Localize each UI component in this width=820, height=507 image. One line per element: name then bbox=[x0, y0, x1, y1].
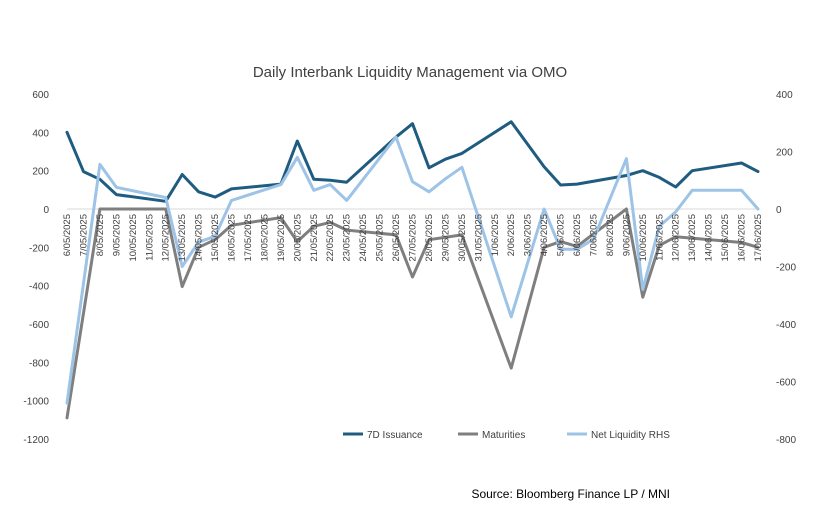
x-tick-label: 20/05/2025 bbox=[292, 214, 303, 262]
x-tick-label: 15/06/2025 bbox=[720, 214, 731, 262]
y-right-tick-label: 0 bbox=[776, 205, 782, 216]
x-tick-label: 4/06/2025 bbox=[539, 214, 550, 256]
x-tick-label: 12/05/2025 bbox=[161, 214, 172, 262]
series-line-7d-issuance bbox=[65, 120, 760, 203]
x-tick-label: 17/05/2025 bbox=[243, 214, 254, 262]
x-tick-label: 30/05/2025 bbox=[457, 214, 468, 262]
y-right-tick-label: -400 bbox=[776, 320, 796, 331]
legend-label: Net Liquidity RHS bbox=[591, 430, 670, 441]
series-line-net-liquidity-rhs bbox=[65, 135, 760, 405]
y-left-tick-label: -1200 bbox=[23, 435, 49, 446]
x-tick-label: 6/06/2025 bbox=[572, 214, 583, 256]
x-tick-label: 8/06/2025 bbox=[605, 214, 616, 256]
x-tick-label: 16/05/2025 bbox=[227, 214, 238, 262]
y-left-tick-label: -1000 bbox=[23, 397, 49, 408]
source-note: Source: Bloomberg Finance LP / MNI bbox=[471, 487, 670, 501]
x-tick-label: 29/05/2025 bbox=[440, 214, 451, 262]
x-tick-label: 11/05/2025 bbox=[144, 214, 155, 261]
y-left-tick-label: 400 bbox=[32, 128, 49, 139]
x-tick-label: 6/05/2025 bbox=[62, 214, 73, 256]
x-tick-label: 16/06/2025 bbox=[737, 214, 748, 262]
chart-title: Daily Interbank Liquidity Management via… bbox=[252, 64, 568, 81]
y-right-tick-label: 400 bbox=[776, 90, 793, 101]
x-tick-label: 7/05/2025 bbox=[78, 214, 89, 256]
y-right-tick-label: -800 bbox=[776, 435, 796, 446]
legend-label: 7D Issuance bbox=[367, 430, 423, 441]
y-left-tick-label: -200 bbox=[29, 243, 49, 254]
x-tick-label: 23/05/2025 bbox=[342, 214, 353, 262]
x-tick-label: 13/05/2025 bbox=[177, 214, 188, 262]
x-tick-label: 19/05/2025 bbox=[276, 214, 287, 262]
y-right-tick-label: -600 bbox=[776, 378, 796, 389]
x-tick-label: 14/05/2025 bbox=[194, 214, 205, 262]
y-left-tick-label: -400 bbox=[29, 282, 49, 293]
x-tick-label: 10/05/2025 bbox=[128, 214, 139, 262]
x-tick-label: 17/06/2025 bbox=[753, 214, 764, 262]
x-tick-label: 25/05/2025 bbox=[375, 214, 386, 262]
x-tick-label: 24/05/2025 bbox=[358, 214, 369, 262]
y-left-tick-label: 0 bbox=[43, 205, 49, 216]
x-tick-label: 21/05/2025 bbox=[309, 214, 320, 262]
x-tick-label: 31/05/2025 bbox=[473, 214, 484, 262]
x-tick-label: 27/05/2025 bbox=[408, 214, 419, 262]
x-tick-label: 10/06/2025 bbox=[638, 214, 649, 262]
x-tick-label: 18/05/2025 bbox=[259, 214, 270, 262]
x-tick-label: 11/06/2025 bbox=[654, 214, 665, 261]
x-tick-label: 8/05/2025 bbox=[95, 214, 106, 256]
x-tick-label: 2/06/2025 bbox=[506, 214, 517, 256]
x-tick-label: 9/05/2025 bbox=[111, 214, 122, 256]
legend-label: Maturities bbox=[482, 430, 525, 441]
x-tick-label: 7/06/2025 bbox=[588, 214, 599, 256]
x-tick-label: 26/05/2025 bbox=[391, 214, 402, 262]
x-tick-label: 13/06/2025 bbox=[687, 214, 698, 262]
x-tick-label: 28/05/2025 bbox=[424, 214, 435, 262]
y-left-tick-label: -600 bbox=[29, 320, 49, 331]
y-right-tick-label: -200 bbox=[776, 263, 796, 274]
x-tick-label: 22/05/2025 bbox=[325, 214, 336, 262]
x-tick-label: 12/06/2025 bbox=[671, 214, 682, 262]
y-left-tick-label: 600 bbox=[32, 90, 49, 101]
x-tick-label: 14/06/2025 bbox=[704, 214, 715, 262]
x-tick-label: 3/06/2025 bbox=[523, 214, 534, 256]
y-left-tick-label: 200 bbox=[32, 167, 49, 178]
series-line-maturities bbox=[65, 207, 760, 420]
x-tick-label: 15/05/2025 bbox=[210, 214, 221, 262]
x-tick-label: 1/06/2025 bbox=[490, 214, 501, 256]
x-tick-label: 5/06/2025 bbox=[556, 214, 567, 256]
y-left-tick-label: -800 bbox=[29, 358, 49, 369]
x-tick-label: 9/06/2025 bbox=[621, 214, 632, 256]
y-right-tick-label: 200 bbox=[776, 148, 793, 159]
